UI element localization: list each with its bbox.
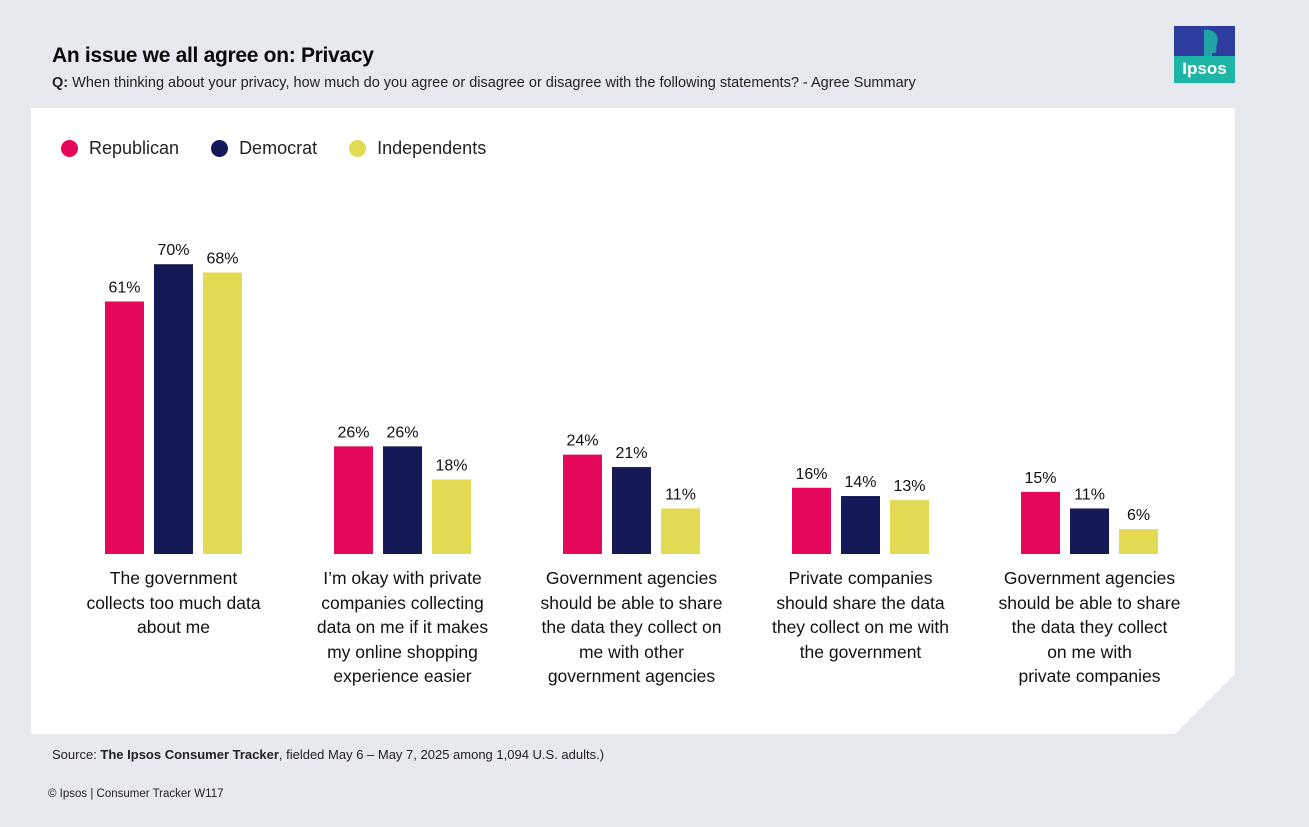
category-label-line: about me [137, 617, 210, 637]
bar-republican-5 [1021, 492, 1060, 554]
category-label-line: companies collecting [321, 592, 484, 613]
data-label-democrat-1: 70% [157, 242, 189, 259]
ipsos-logo-mark: Ipsos [1174, 26, 1235, 83]
category-label-line: collects too much data [86, 592, 261, 613]
category-label-line: Private companies [788, 568, 933, 588]
legend-item-republican: Republican [61, 138, 179, 159]
legend-label-democrat: Democrat [239, 138, 318, 158]
data-label-republican-3: 24% [566, 433, 598, 450]
data-label-republican-2: 26% [337, 424, 369, 441]
category-label-line: the government [799, 641, 922, 662]
category-label-line: my online shopping [327, 641, 478, 662]
category-label-4: Private companies should share the data th… [756, 566, 966, 664]
bar-republican-4 [792, 488, 831, 554]
bar-independents-2 [432, 479, 471, 554]
data-label-democrat-4: 14% [844, 474, 876, 491]
data-label-republican-5: 15% [1024, 470, 1056, 487]
bar-republican-2 [334, 446, 373, 554]
copyright: © Ipsos | Consumer Tracker W117 [48, 788, 224, 800]
category-label-line: should be able to share [540, 592, 723, 613]
bar-independents-4 [890, 500, 929, 554]
category-label-line: data on me if it makes [316, 617, 489, 637]
legend-item-democrat: Democrat [211, 138, 317, 159]
data-label-republican-1: 61% [108, 279, 140, 296]
data-label-democrat-5: 11% [1074, 486, 1105, 503]
source-note: Source: The Ipsos Consumer Tracker, fiel… [52, 747, 604, 762]
data-label-independents-2: 18% [435, 457, 467, 474]
legend-swatch-republican [61, 140, 78, 157]
bar-republican-3 [563, 455, 602, 554]
bar-democrat-5 [1070, 508, 1109, 554]
legend-item-independents: Independents [349, 138, 486, 159]
category-label-line: Government agencies [545, 568, 718, 588]
category-label-line: I’m okay with private [323, 568, 482, 588]
question-body: When thinking about your privacy, how mu… [72, 75, 916, 91]
category-label-line: the data they collect on [541, 617, 722, 637]
category-label-line: private companies [1018, 666, 1161, 686]
category-label-line: should be able to share [998, 592, 1181, 613]
category-label-line: experience easier [333, 666, 472, 686]
legend-swatch-democrat [211, 140, 228, 157]
legend-label-independents: Independents [377, 138, 487, 158]
category-label-line: The government [109, 568, 238, 588]
source-name: The Ipsos Consumer Tracker [100, 747, 279, 762]
category-label-2: I’m okay with private companies collectin… [298, 566, 508, 689]
bar-independents-3 [661, 508, 700, 554]
data-label-independents-3: 11% [665, 486, 696, 503]
bar-democrat-3 [612, 467, 651, 554]
category-label-line: should share the data [776, 592, 945, 613]
chart-legend: Republican Democrat Independents [61, 138, 518, 159]
category-label-line: on me with [1047, 641, 1132, 662]
logo-text: Ipsos [1182, 59, 1226, 78]
legend-label-republican: Republican [89, 138, 180, 158]
bar-democrat-4 [841, 496, 880, 554]
ipsos-logo: Ipsos [1174, 26, 1235, 83]
data-label-democrat-2: 26% [386, 424, 418, 441]
legend-swatch-independents [349, 140, 366, 157]
bar-independents-1 [203, 272, 242, 554]
category-label-1: The government collects too much data abou… [69, 566, 279, 640]
bar-democrat-2 [383, 446, 422, 554]
category-label-line: Government agencies [1003, 568, 1176, 588]
question-text: Q: When thinking about your privacy, how… [52, 75, 916, 91]
data-label-democrat-3: 21% [615, 445, 647, 462]
source-details: , fielded May 6 – May 7, 2025 among 1,09… [278, 747, 605, 762]
category-label-3: Government agencies should be able to sha… [527, 566, 737, 689]
bar-republican-1 [105, 301, 144, 554]
page-title: An issue we all agree on: Privacy [52, 44, 374, 67]
category-label-line: me with other [578, 641, 685, 662]
source-prefix: Source: [52, 747, 101, 762]
category-label-line: the data they collect [1011, 617, 1168, 637]
data-label-independents-5: 6% [1127, 507, 1150, 524]
bar-chart: 61% 70% 68% 26% 26% 18% 24% 21% 11% 16% 14% 13% 15% 1… [31, 108, 1235, 578]
category-label-5: Government agencies should be able to sha… [985, 566, 1195, 689]
data-label-independents-1: 68% [206, 250, 238, 267]
category-label-line: they collect on me with [771, 617, 950, 637]
bar-democrat-1 [154, 264, 193, 554]
data-label-independents-4: 13% [893, 478, 925, 495]
question-label: Q: [52, 75, 69, 91]
category-label-line: government agencies [547, 666, 716, 686]
data-label-republican-4: 16% [795, 466, 827, 483]
bar-independents-5 [1119, 529, 1158, 554]
chart-card: Republican Democrat Independents 61% 70% 6… [31, 108, 1235, 734]
